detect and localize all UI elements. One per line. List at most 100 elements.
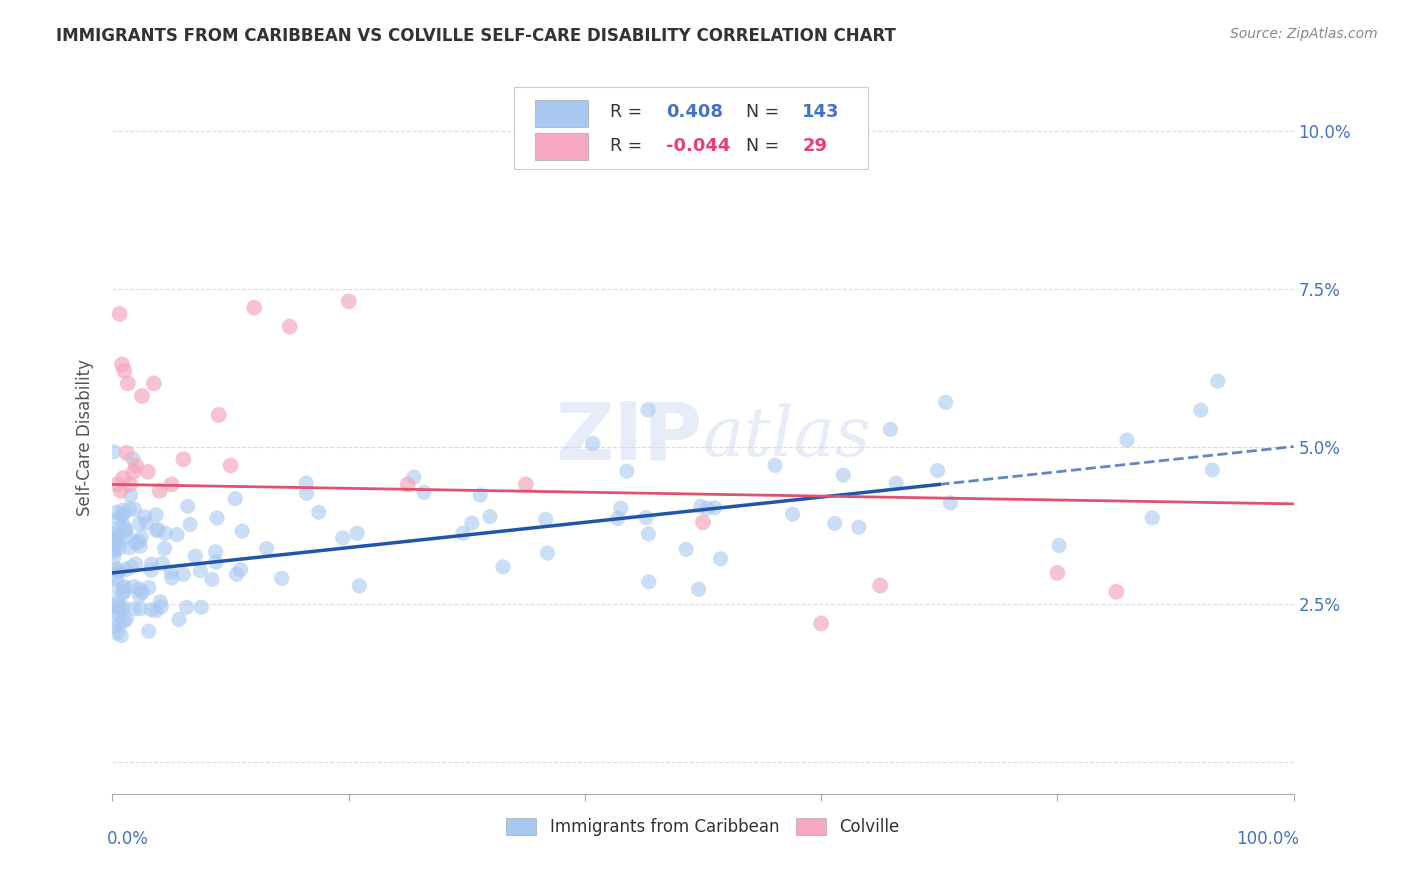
Text: N =: N = [745,103,785,121]
Point [145,524,167,538]
Point [112,518,135,533]
Point [229,563,252,577]
Point [108,607,131,622]
Point [709,551,731,566]
Point [115,530,138,544]
FancyBboxPatch shape [515,87,869,169]
Point [190,600,212,615]
Point [396,477,419,491]
Point [782,507,804,521]
Point [150,599,173,614]
Point [115,524,138,538]
Point [136,465,159,479]
Text: 100.0%: 100.0% [1236,830,1299,847]
Point [112,581,135,595]
Point [139,602,162,616]
Point [1116,433,1139,447]
Point [295,476,318,491]
Point [145,604,167,618]
Point [128,516,150,531]
Point [111,508,134,523]
Point [118,541,141,555]
Point [120,559,142,574]
Point [122,465,145,479]
Point [149,483,172,498]
Point [104,541,127,555]
Point [879,422,901,436]
Point [492,559,515,574]
Point [256,541,278,556]
Point [219,458,242,473]
Point [114,563,136,577]
Point [278,319,301,334]
Point [134,509,156,524]
Point [107,531,129,545]
Point [122,602,145,616]
Point [103,620,125,634]
Point [869,578,891,592]
Legend: Immigrants from Caribbean, Colville: Immigrants from Caribbean, Colville [499,811,907,843]
Point [104,526,127,541]
Text: IMMIGRANTS FROM CARIBBEAN VS COLVILLE SELF-CARE DISABILITY CORRELATION CHART: IMMIGRANTS FROM CARIBBEAN VS COLVILLE SE… [56,27,896,45]
Point [111,603,134,617]
Point [402,470,425,484]
Point [1047,538,1070,552]
Point [172,567,194,582]
Point [637,527,659,541]
Point [884,476,907,491]
Point [105,626,128,640]
Point [149,595,172,609]
Point [224,491,246,506]
Point [204,545,226,559]
Point [208,408,231,422]
Point [166,527,188,541]
Point [177,500,200,514]
Point [112,364,135,378]
Point [125,536,148,550]
Point [688,582,710,597]
Text: 29: 29 [803,137,827,155]
Point [103,531,125,545]
Point [107,606,129,620]
Point [1206,374,1229,388]
Text: N =: N = [745,137,785,155]
Point [128,534,150,549]
Point [346,526,368,541]
Point [112,471,135,485]
Point [270,571,292,585]
Point [205,511,228,525]
Y-axis label: Self-Care Disability: Self-Care Disability [76,359,94,516]
Point [610,501,633,516]
Point [107,594,129,608]
Point [108,541,131,556]
Point [606,511,628,525]
Point [308,505,330,519]
Point [1189,403,1212,417]
Point [129,539,152,553]
Point [349,579,371,593]
Point [103,580,125,594]
Point [141,557,163,571]
Text: R =: R = [610,103,647,121]
Point [124,502,146,516]
Point [832,468,855,483]
Point [104,533,127,547]
Point [120,477,142,491]
Point [515,477,537,491]
Point [155,526,177,541]
Point [121,451,143,466]
Text: Source: ZipAtlas.com: Source: ZipAtlas.com [1230,27,1378,41]
Point [536,546,558,560]
Point [413,485,436,500]
Point [108,565,131,579]
Point [114,523,136,537]
Point [129,602,152,616]
Point [110,483,132,498]
FancyBboxPatch shape [536,100,589,127]
Point [637,574,659,589]
Point [160,565,183,579]
Point [138,581,160,595]
Point [135,516,157,530]
Point [105,505,128,519]
Point [111,358,134,372]
